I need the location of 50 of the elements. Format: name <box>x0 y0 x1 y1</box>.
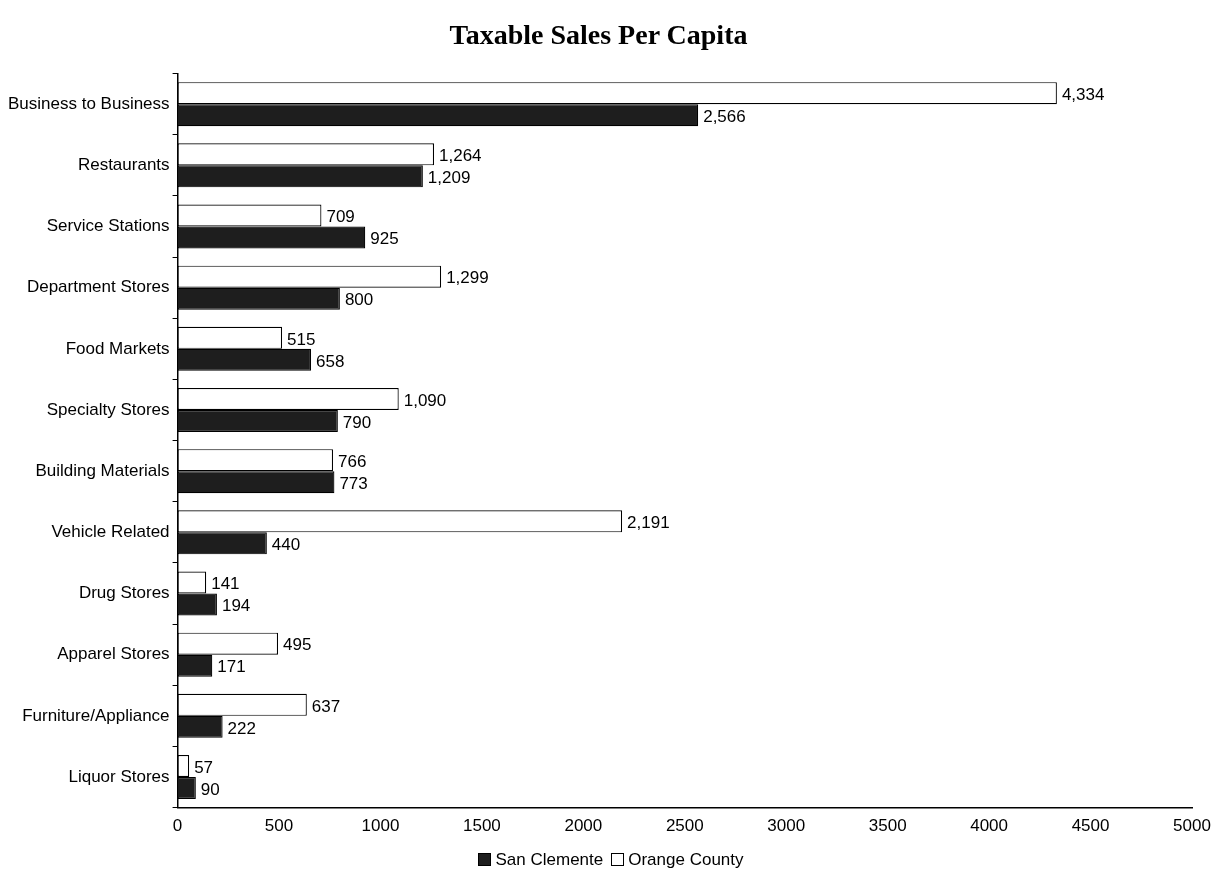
y-tick-label: Apparel Stores <box>57 644 170 664</box>
y-tick-label: Food Markets <box>65 338 170 358</box>
data-label: 2,566 <box>703 106 746 126</box>
data-label: 57 <box>194 757 214 777</box>
data-label: 90 <box>200 779 220 799</box>
data-label: 141 <box>211 574 240 594</box>
y-tick-label: Business to Business <box>7 93 170 113</box>
x-tick-label: 1000 <box>361 816 400 836</box>
data-label: 800 <box>344 290 374 310</box>
x-tick-label: 0 <box>172 816 183 836</box>
text: Orange County <box>627 850 744 869</box>
data-label: 495 <box>283 635 312 655</box>
data-label: 171 <box>217 657 246 677</box>
data-label: 709 <box>326 207 355 227</box>
data-label: 766 <box>337 451 367 471</box>
y-tick-label: Restaurants <box>77 155 170 175</box>
data-label: 773 <box>339 473 368 493</box>
data-label: 790 <box>342 412 372 432</box>
data-label: 658 <box>316 351 345 371</box>
data-label: 925 <box>370 229 399 249</box>
x-tick-label: 5000 <box>1173 816 1211 836</box>
x-tick-label: 500 <box>264 816 294 836</box>
y-tick-label: Building Materials <box>35 460 170 480</box>
x-tick-label: 3000 <box>767 816 806 836</box>
data-label: 1,264 <box>439 146 482 166</box>
x-tick-label: 4000 <box>970 816 1009 836</box>
data-label: 4,334 <box>1061 84 1105 104</box>
data-label: 194 <box>221 596 251 616</box>
y-tick-label: Furniture/Appliance <box>22 705 170 725</box>
x-tick-label: 3500 <box>868 816 907 836</box>
y-tick-label: Vehicle Related <box>51 522 170 542</box>
data-label: 1,299 <box>446 268 489 288</box>
chart-title: Taxable Sales Per Capita <box>449 19 748 51</box>
y-tick-label: Specialty Stores <box>46 399 170 419</box>
data-label: 637 <box>311 696 341 716</box>
data-label: 1,209 <box>427 168 471 188</box>
y-tick-label: Department Stores <box>26 277 170 297</box>
data-label: 440 <box>271 535 301 555</box>
legend-label: San Clemente <box>494 850 604 869</box>
data-label: 2,191 <box>627 513 670 533</box>
data-label: 222 <box>227 718 256 738</box>
x-tick-label: 4500 <box>1071 816 1110 836</box>
x-tick-label: 1500 <box>462 816 501 836</box>
data-label: 1,090 <box>403 390 447 410</box>
x-tick-label: 2500 <box>665 816 704 836</box>
x-tick-label: 2000 <box>564 816 603 836</box>
y-tick-label: Service Stations <box>46 216 170 236</box>
data-label: 515 <box>287 329 316 349</box>
y-tick-label: Liquor Stores <box>68 766 170 786</box>
y-tick-label: Drug Stores <box>78 583 170 603</box>
